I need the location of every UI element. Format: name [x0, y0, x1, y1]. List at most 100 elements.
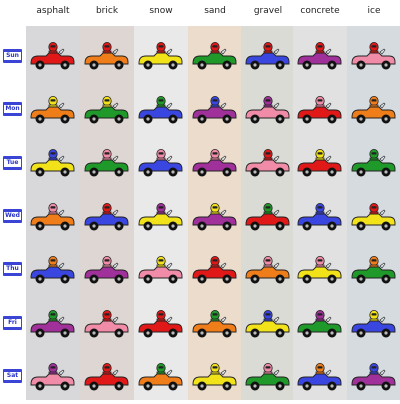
- race-car-icon: [351, 203, 396, 231]
- race-car-icon: [245, 149, 290, 177]
- race-car-icon: [138, 363, 183, 391]
- car-cell: [188, 137, 241, 190]
- row-label-mon: Mon: [4, 105, 21, 113]
- race-car-icon: [245, 256, 290, 284]
- column-header-asphalt: asphalt: [36, 6, 70, 16]
- race-car-icon: [245, 310, 290, 338]
- race-car-icon: [84, 42, 129, 70]
- car-cell: [134, 244, 187, 297]
- column-header-concrete: concrete: [300, 6, 340, 16]
- row-label-sun: Sun: [4, 52, 21, 60]
- race-car-icon: [351, 363, 396, 391]
- race-car-icon: [192, 256, 237, 284]
- race-car-icon: [351, 149, 396, 177]
- row-label-thu: Thu: [4, 265, 21, 273]
- race-car-icon: [30, 96, 75, 124]
- car-cell: [241, 244, 294, 297]
- race-car-icon: [30, 42, 75, 70]
- car-cell: [80, 191, 133, 244]
- race-car-icon: [30, 149, 75, 177]
- car-cell: [26, 30, 79, 83]
- car-cell: [347, 137, 400, 190]
- car-cell: [241, 84, 294, 137]
- car-cell: [134, 30, 187, 83]
- car-cell: [188, 84, 241, 137]
- race-car-icon: [297, 363, 342, 391]
- column-header-brick: brick: [95, 6, 119, 16]
- car-cell: [241, 298, 294, 351]
- column-header-ice: ice: [367, 6, 381, 16]
- car-cell: [293, 84, 346, 137]
- race-car-icon: [84, 256, 129, 284]
- car-cell: [134, 84, 187, 137]
- race-car-icon: [351, 310, 396, 338]
- car-cell: [26, 137, 79, 190]
- car-cell: [80, 298, 133, 351]
- race-car-icon: [297, 256, 342, 284]
- car-cell: [26, 84, 79, 137]
- car-cell: [347, 30, 400, 83]
- race-car-icon: [192, 310, 237, 338]
- car-cell: [347, 191, 400, 244]
- car-cell: [188, 244, 241, 297]
- row-label-sat: Sat: [4, 372, 21, 380]
- column-header-snow: snow: [149, 6, 173, 16]
- column-header-sand: sand: [204, 6, 226, 16]
- car-cell: [188, 30, 241, 83]
- car-cell: [134, 298, 187, 351]
- race-car-icon: [297, 310, 342, 338]
- car-cell: [80, 137, 133, 190]
- car-cell: [347, 244, 400, 297]
- car-cell: [26, 244, 79, 297]
- car-cell: [80, 244, 133, 297]
- race-car-icon: [84, 96, 129, 124]
- car-cell: [80, 30, 133, 83]
- car-cell: [80, 84, 133, 137]
- row-tab-thu: Thu: [3, 262, 22, 276]
- car-cell: [188, 351, 241, 404]
- row-tab-tue: Tue: [3, 156, 22, 170]
- race-car-icon: [84, 203, 129, 231]
- car-cell: [26, 351, 79, 404]
- race-car-icon: [30, 310, 75, 338]
- race-car-icon: [351, 42, 396, 70]
- row-tab-sat: Sat: [3, 369, 22, 383]
- race-car-icon: [138, 256, 183, 284]
- car-cell: [188, 298, 241, 351]
- car-cell: [293, 351, 346, 404]
- race-car-icon: [297, 149, 342, 177]
- race-car-icon: [297, 42, 342, 70]
- race-car-icon: [351, 256, 396, 284]
- race-car-icon: [84, 310, 129, 338]
- car-cell: [134, 137, 187, 190]
- car-cell: [293, 244, 346, 297]
- race-car-icon: [351, 96, 396, 124]
- car-cell: [80, 351, 133, 404]
- race-car-icon: [297, 96, 342, 124]
- car-cell: [293, 298, 346, 351]
- race-car-icon: [138, 42, 183, 70]
- race-car-icon: [138, 310, 183, 338]
- race-car-icon: [84, 149, 129, 177]
- car-cell: [347, 298, 400, 351]
- row-tab-fri: Fri: [3, 316, 22, 330]
- car-cell: [241, 137, 294, 190]
- race-car-icon: [138, 203, 183, 231]
- column-header-gravel: gravel: [253, 6, 283, 16]
- car-cell: [241, 30, 294, 83]
- race-car-icon: [30, 256, 75, 284]
- race-car-icon: [138, 96, 183, 124]
- race-car-icon: [245, 203, 290, 231]
- race-car-icon: [84, 363, 129, 391]
- row-label-fri: Fri: [4, 319, 21, 327]
- race-car-icon: [192, 149, 237, 177]
- race-car-icon: [192, 96, 237, 124]
- car-cell: [134, 351, 187, 404]
- race-car-icon: [245, 96, 290, 124]
- race-car-icon: [192, 363, 237, 391]
- race-car-icon: [138, 149, 183, 177]
- car-cell: [26, 191, 79, 244]
- race-car-icon: [297, 203, 342, 231]
- race-car-icon: [245, 42, 290, 70]
